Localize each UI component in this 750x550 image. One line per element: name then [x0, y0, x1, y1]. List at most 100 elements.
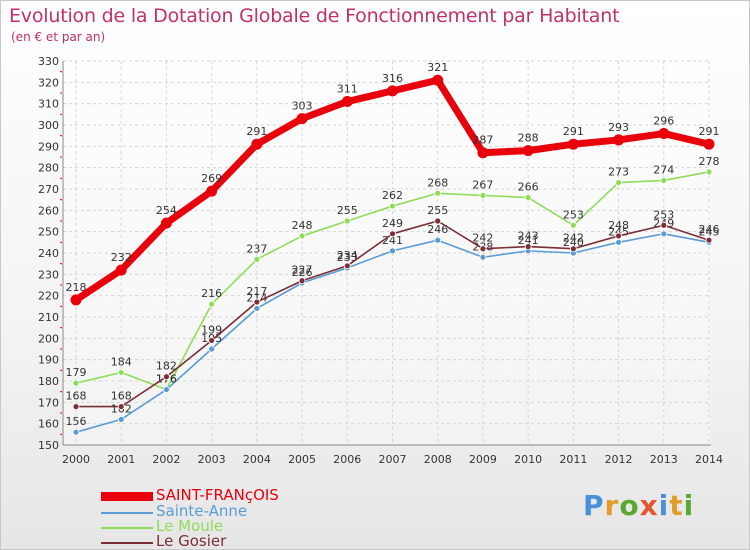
y-tick-label: 270: [38, 183, 59, 196]
data-point: [72, 379, 80, 387]
data-label: 232: [111, 251, 132, 264]
data-point: [615, 179, 622, 187]
data-point: [569, 221, 577, 229]
logo-letter: r: [604, 489, 620, 522]
y-tick-label: 250: [38, 226, 59, 239]
data-point: [343, 262, 351, 270]
proxiti-logo[interactable]: Proxiti: [583, 489, 694, 522]
legend-label: SAINT-FRANçOIS: [156, 486, 279, 504]
data-point: [434, 217, 442, 225]
data-label: 243: [518, 230, 539, 243]
data-point: [208, 300, 216, 308]
x-tick-label: 2014: [695, 453, 723, 466]
x-tick-label: 2011: [559, 453, 587, 466]
data-label: 253: [563, 208, 584, 221]
y-tick-label: 300: [38, 119, 59, 132]
data-point: [115, 264, 127, 276]
data-label: 293: [608, 121, 629, 134]
data-label: 255: [337, 204, 358, 217]
y-tick-label: 260: [38, 204, 59, 217]
data-label: 274: [653, 163, 674, 176]
y-tick-label: 180: [38, 375, 59, 388]
legend-swatch: [101, 542, 153, 544]
data-label: 253: [653, 208, 674, 221]
data-label: 240: [563, 236, 584, 249]
data-label: 216: [201, 287, 222, 300]
data-label: 266: [518, 181, 539, 194]
data-point: [615, 238, 622, 246]
y-tick-label: 170: [38, 396, 59, 409]
data-label: 234: [337, 249, 358, 262]
data-label: 237: [246, 242, 267, 255]
x-tick-label: 2003: [198, 453, 226, 466]
logo-letter: i: [683, 489, 695, 522]
x-tick-label: 2005: [288, 453, 316, 466]
data-point: [434, 189, 442, 197]
y-tick-label: 220: [38, 290, 59, 303]
data-label: 156: [66, 415, 87, 428]
data-label: 168: [66, 390, 87, 403]
data-point: [251, 138, 263, 150]
data-point: [613, 134, 625, 146]
data-point: [524, 243, 532, 251]
data-point: [298, 232, 306, 240]
data-label: 184: [111, 355, 132, 368]
data-label: 248: [292, 219, 313, 232]
data-point: [343, 217, 351, 225]
data-point: [72, 428, 80, 436]
legend-label: Sainte-Anne: [156, 502, 248, 520]
data-point: [479, 245, 487, 253]
data-label: 273: [608, 166, 629, 179]
data-label: 233: [337, 251, 358, 264]
data-point: [658, 128, 670, 140]
data-label: 269: [201, 172, 222, 185]
data-label: 255: [427, 204, 448, 217]
data-point: [569, 245, 577, 253]
x-tick-label: 2010: [514, 453, 542, 466]
data-point: [208, 345, 216, 353]
y-tick-label: 210: [38, 311, 59, 324]
data-point: [298, 277, 306, 285]
x-tick-label: 2006: [333, 453, 361, 466]
legend-swatch: [101, 527, 153, 529]
y-tick-label: 160: [38, 418, 59, 431]
legend-label: Le Moule: [156, 517, 224, 535]
data-label: 246: [699, 223, 720, 236]
data-point: [432, 74, 444, 86]
data-label: 291: [699, 125, 720, 138]
y-tick-label: 230: [38, 268, 59, 281]
data-point: [524, 194, 532, 201]
x-tick-label: 2009: [469, 453, 497, 466]
data-point: [341, 96, 353, 108]
legend-label: Le Gosier: [156, 532, 227, 550]
data-point: [387, 85, 398, 97]
x-tick-label: 2013: [650, 453, 678, 466]
data-label: 249: [382, 217, 403, 230]
logo-letter: i: [658, 489, 670, 522]
data-label: 168: [111, 390, 132, 403]
legend-swatch: [101, 512, 153, 514]
data-point: [253, 298, 261, 306]
data-label: 311: [337, 83, 358, 96]
chart-subtitle: (en € et par an): [11, 30, 106, 44]
data-point: [705, 168, 713, 176]
data-point: [479, 191, 487, 199]
data-label: 291: [246, 125, 267, 138]
data-point: [160, 217, 172, 229]
data-point: [117, 369, 125, 376]
logo-letter: o: [619, 489, 640, 522]
data-point: [660, 230, 668, 238]
data-point: [660, 177, 668, 184]
data-point: [117, 403, 125, 411]
data-label: 242: [563, 232, 584, 245]
data-point: [660, 221, 668, 229]
data-label: 179: [66, 366, 87, 379]
data-label: 296: [653, 115, 674, 128]
logo-letter: x: [639, 489, 659, 522]
data-point: [206, 185, 218, 197]
logo-letter: t: [669, 489, 684, 522]
logo-letter: P: [583, 489, 605, 522]
x-tick-label: 2000: [62, 453, 90, 466]
data-point: [703, 138, 715, 150]
